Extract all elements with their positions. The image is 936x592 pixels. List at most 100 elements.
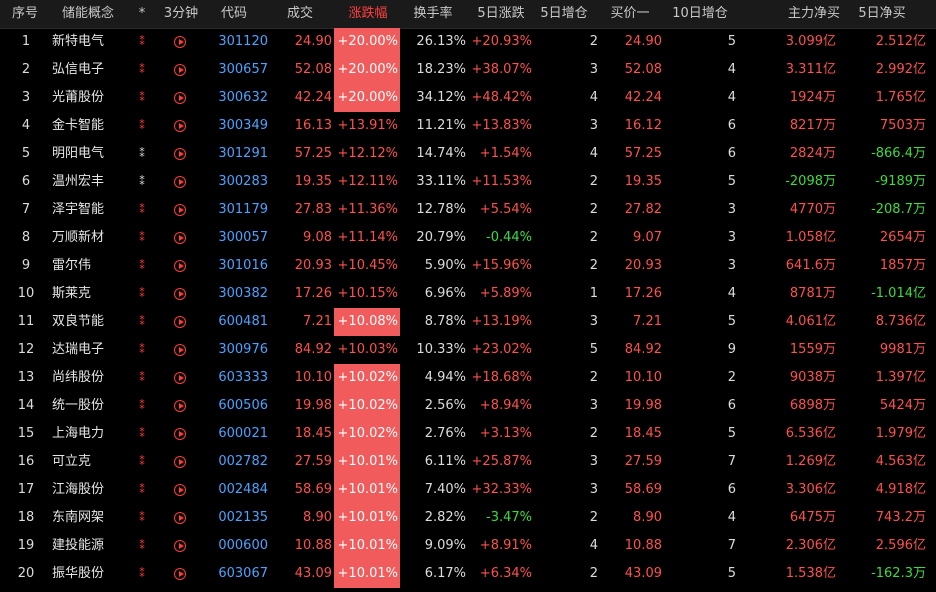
flag-icon[interactable]: ⁑ [139,287,145,300]
table-row[interactable]: 9 雷尔伟 ⁑ 301016 20.93 +10.45% 5.90% +15.96% 2 20.9… [0,252,936,280]
table-row[interactable]: 1 新特电气 ⁑ 301120 24.90 +20.00% 26.13% +20.93% 2 24… [0,28,936,56]
turnover: 8.78% [424,314,466,329]
table-row[interactable]: 3 光莆股份 ⁑ 300632 42.24 +20.00% 34.12% +48.42% 4 42… [0,84,936,112]
play-circle-icon[interactable] [174,539,186,552]
header-5d-net[interactable]: 5日净买 [858,6,906,21]
play-circle-icon[interactable] [174,511,186,524]
play-icon[interactable] [160,336,200,364]
play-icon[interactable] [160,476,200,504]
play-icon[interactable] [160,308,200,336]
play-icon[interactable] [160,224,200,252]
stock-code: 600481 [218,314,268,329]
header-3min[interactable]: 3分钟 [163,6,199,21]
play-circle-icon[interactable] [174,483,186,496]
play-circle-icon[interactable] [174,315,186,328]
table-row[interactable]: 2 弘信电子 ⁑ 300657 52.08 +20.00% 18.23% +38.07% 3 52… [0,56,936,84]
play-circle-icon[interactable] [174,119,186,132]
play-icon[interactable] [160,280,200,308]
play-icon[interactable] [160,56,200,84]
flag-icon[interactable]: ⁑ [139,35,145,48]
flag-icon[interactable]: ⁑ [139,483,145,496]
play-circle-icon[interactable] [174,455,186,468]
flag-icon[interactable]: ⁑ [139,63,145,76]
flag-icon[interactable]: ⁑ [139,371,145,384]
table-row[interactable]: 6 温州宏丰 ⁑ 300283 19.35 +12.11% 33.11% +11.53% 2 19… [0,168,936,196]
header-sector-name[interactable]: 储能概念 [62,6,115,21]
play-icon[interactable] [160,532,200,560]
play-circle-icon[interactable] [174,343,186,356]
flag-icon[interactable]: ⁑ [139,427,145,440]
play-icon[interactable] [160,392,200,420]
flag-icon[interactable]: ⁑ [139,343,145,356]
play-circle-icon[interactable] [174,287,186,300]
flag-icon[interactable]: ⁑ [139,231,145,244]
play-circle-icon[interactable] [174,147,186,160]
row-index: 14 [17,398,35,413]
play-circle-icon[interactable] [174,231,186,244]
play-icon[interactable] [160,420,200,448]
play-circle-icon[interactable] [174,35,186,48]
play-icon[interactable] [160,196,200,224]
header-index[interactable]: 序号 [12,6,39,21]
table-row[interactable]: 20 振华股份 ⁑ 603067 43.09 +10.01% 6.17% +6.34% 2 43.… [0,560,936,588]
flag-icon[interactable]: ⁑ [139,175,145,188]
flag-icon[interactable]: ⁑ [139,511,145,524]
table-row[interactable]: 4 金卡智能 ⁑ 300349 16.13 +13.91% 11.21% +13.83% 3 16… [0,112,936,140]
play-icon[interactable] [160,140,200,168]
table-row[interactable]: 11 双良节能 ⁑ 600481 7.21 +10.08% 8.78% +13.19% 3 7.2… [0,308,936,336]
play-circle-icon[interactable] [174,203,186,216]
flag-icon[interactable]: ⁑ [139,315,145,328]
table-row[interactable]: 19 建投能源 ⁑ 000600 10.88 +10.01% 9.09% +8.91% 4 10.… [0,532,936,560]
flag-icon[interactable]: ⁑ [139,203,145,216]
table-row[interactable]: 15 上海电力 ⁑ 600021 18.45 +10.02% 2.76% +3.13% 2 18.… [0,420,936,448]
play-icon[interactable] [160,84,200,112]
flag-icon[interactable]: ⁑ [139,455,145,468]
play-icon[interactable] [160,504,200,532]
play-icon[interactable] [160,112,200,140]
play-icon[interactable] [160,448,200,476]
header-star[interactable]: * [138,6,146,21]
play-circle-icon[interactable] [174,567,186,580]
play-icon[interactable] [160,168,200,196]
header-turnover[interactable]: 换手率 [413,6,453,21]
header-5d-position[interactable]: 5日增仓 [540,6,588,21]
play-icon[interactable] [160,560,200,588]
header-bid1[interactable]: 买价一 [610,6,650,21]
header-price[interactable]: 成交 [286,6,313,21]
play-icon[interactable] [160,28,200,56]
flag-icon[interactable]: ⁑ [139,567,145,580]
flag-icon[interactable]: ⁑ [139,147,145,160]
header-5d-change[interactable]: 5日涨跌 [477,6,525,21]
table-row[interactable]: 12 达瑞电子 ⁑ 300976 84.92 +10.03% 10.33% +23.02% 5 8… [0,336,936,364]
turnover: 18.23% [416,62,466,77]
play-icon[interactable] [160,364,200,392]
table-row[interactable]: 5 明阳电气 ⁑ 301291 57.25 +12.12% 14.74% +1.54% 4 57.… [0,140,936,168]
play-circle-icon[interactable] [174,63,186,76]
play-icon[interactable] [160,252,200,280]
price: 43.09 [294,566,332,581]
play-circle-icon[interactable] [174,91,186,104]
flag-icon[interactable]: ⁑ [139,91,145,104]
header-code[interactable]: 代码 [220,6,247,21]
table-row[interactable]: 7 泽宇智能 ⁑ 301179 27.83 +11.36% 12.78% +5.54% 2 27.… [0,196,936,224]
table-row[interactable]: 14 统一股份 ⁑ 600506 19.98 +10.02% 2.56% +8.94% 3 19.… [0,392,936,420]
table-row[interactable]: 17 江海股份 ⁑ 002484 58.69 +10.01% 7.40% +32.33% 3 58… [0,476,936,504]
flag-icon[interactable]: ⁑ [139,119,145,132]
play-circle-icon[interactable] [174,371,186,384]
play-circle-icon[interactable] [174,427,186,440]
table-row[interactable]: 8 万顺新材 ⁑ 300057 9.08 +11.14% 20.79% -0.44% 2 9.07… [0,224,936,252]
header-change-pct[interactable]: 涨跌幅 [348,6,388,21]
flag-icon[interactable]: ⁑ [139,399,145,412]
table-row[interactable]: 13 尚纬股份 ⁑ 603333 10.10 +10.02% 4.94% +18.68% 2 10… [0,364,936,392]
header-10d-position[interactable]: 10日增仓 [672,6,728,21]
header-main-net[interactable]: 主力净买 [787,6,840,21]
play-circle-icon[interactable] [174,399,186,412]
table-row[interactable]: 10 斯莱克 ⁑ 300382 17.26 +10.15% 6.96% +5.89% 1 17.2… [0,280,936,308]
flag-icon[interactable]: ⁑ [139,259,145,272]
play-circle-icon[interactable] [174,259,186,272]
change-5d: +5.54% [479,202,532,217]
table-row[interactable]: 18 东南网架 ⁑ 002135 8.90 +10.01% 2.82% -3.47% 2 8.90… [0,504,936,532]
flag-icon[interactable]: ⁑ [139,539,145,552]
play-circle-icon[interactable] [174,175,186,188]
table-row[interactable]: 16 可立克 ⁑ 002782 27.59 +10.01% 6.11% +25.87% 3 27.… [0,448,936,476]
